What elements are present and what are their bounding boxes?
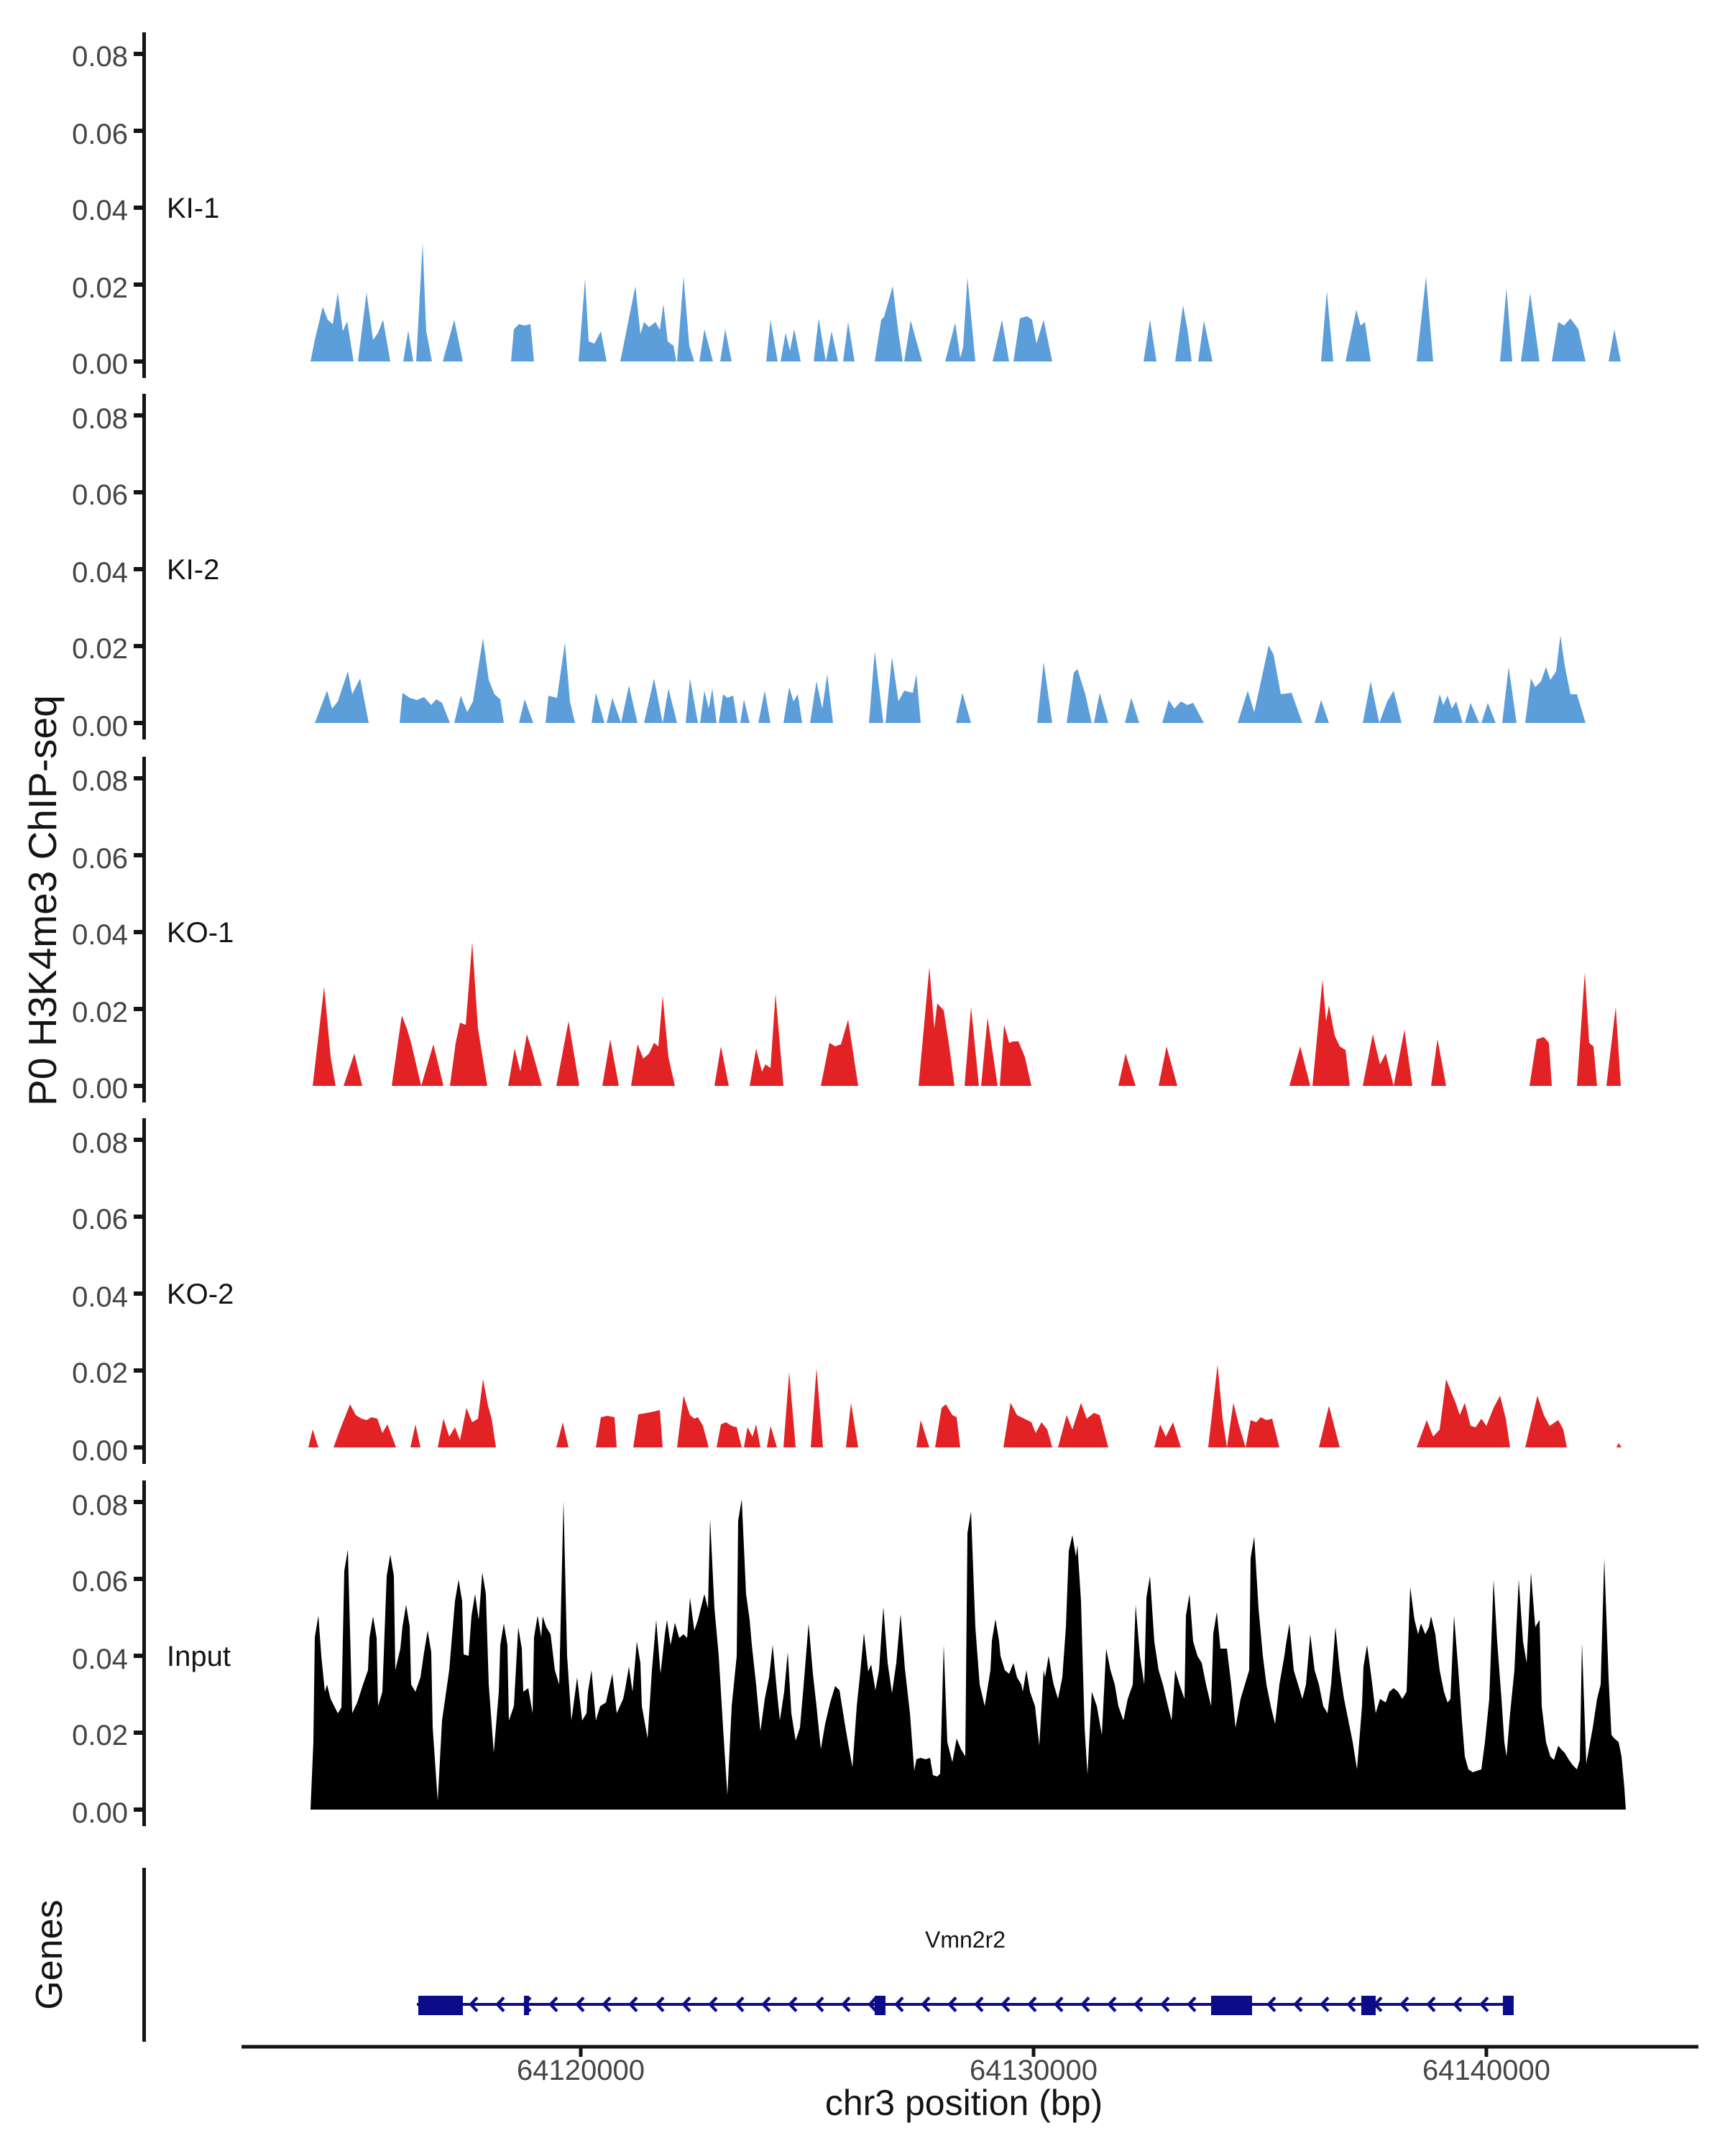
svg-text:chr3 position (bp): chr3 position (bp) (825, 2083, 1103, 2123)
svg-text:0.04: 0.04 (72, 557, 128, 589)
svg-text:KO-1: KO-1 (167, 917, 234, 949)
svg-text:Vmn2r2: Vmn2r2 (925, 1927, 1006, 1953)
svg-text:P0 H3K4me3 ChIP-seq: P0 H3K4me3 ChIP-seq (20, 695, 65, 1106)
svg-text:0.06: 0.06 (72, 1566, 128, 1598)
svg-text:0.08: 0.08 (72, 765, 128, 797)
svg-text:0.04: 0.04 (72, 1281, 128, 1313)
svg-text:0.06: 0.06 (72, 479, 128, 511)
svg-text:0.08: 0.08 (72, 41, 128, 73)
svg-text:0.04: 0.04 (72, 195, 128, 226)
svg-text:0.00: 0.00 (72, 349, 128, 380)
svg-text:64140000: 64140000 (1422, 2055, 1550, 2086)
svg-text:0.04: 0.04 (72, 919, 128, 951)
svg-text:0.04: 0.04 (72, 1644, 128, 1675)
svg-text:0.02: 0.02 (72, 997, 128, 1028)
svg-text:0.00: 0.00 (72, 1797, 128, 1829)
svg-text:0.00: 0.00 (72, 1435, 128, 1467)
svg-text:0.08: 0.08 (72, 403, 128, 435)
svg-text:Input: Input (167, 1641, 231, 1672)
svg-text:0.06: 0.06 (72, 1204, 128, 1235)
svg-text:0.06: 0.06 (72, 119, 128, 150)
svg-text:0.08: 0.08 (72, 1128, 128, 1159)
svg-text:64130000: 64130000 (970, 2055, 1098, 2086)
svg-text:KI-1: KI-1 (167, 193, 219, 224)
svg-text:64120000: 64120000 (517, 2055, 645, 2086)
svg-text:0.00: 0.00 (72, 1073, 128, 1105)
svg-text:0.06: 0.06 (72, 843, 128, 875)
svg-text:KO-2: KO-2 (167, 1279, 234, 1310)
svg-text:0.02: 0.02 (72, 1720, 128, 1751)
svg-text:KI-2: KI-2 (167, 554, 219, 586)
svg-text:0.02: 0.02 (72, 1358, 128, 1389)
svg-text:Genes: Genes (29, 1899, 70, 2009)
svg-text:0.00: 0.00 (72, 711, 128, 742)
svg-text:0.08: 0.08 (72, 1490, 128, 1521)
svg-text:0.02: 0.02 (72, 272, 128, 304)
svg-text:0.02: 0.02 (72, 633, 128, 665)
